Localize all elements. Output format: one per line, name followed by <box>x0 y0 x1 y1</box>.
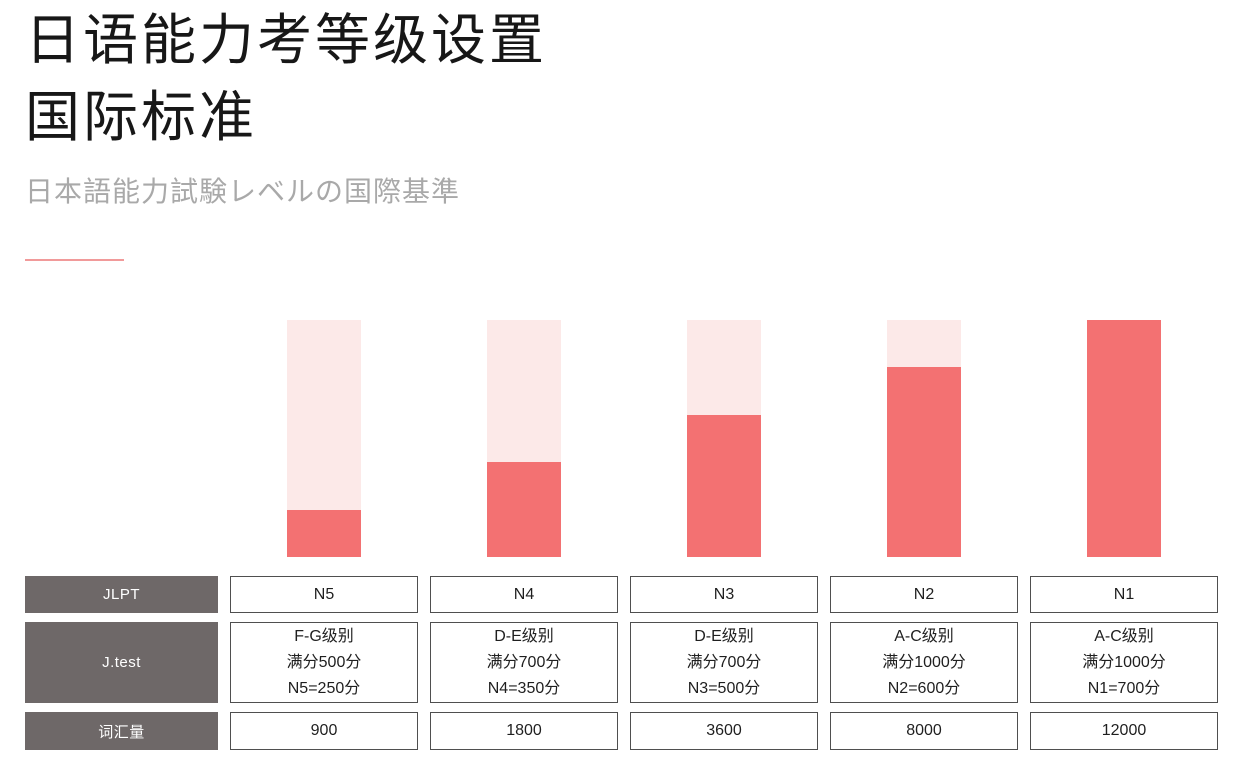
row-header-jtest: J.test <box>25 622 218 703</box>
bar-n5-fill <box>287 509 361 557</box>
bar-n4-fill <box>487 462 561 557</box>
vocab-cell-n2: 8000 <box>830 712 1018 750</box>
bar-n2-track <box>887 320 961 557</box>
jtest-grade: D-E级别 <box>694 627 754 645</box>
level-chart-and-table: JLPT N5 N4 N3 N2 N1 J.test F-G级别 满分500分 … <box>25 320 1218 750</box>
jtest-passscore: N2=600分 <box>887 679 961 697</box>
jtest-cell-n4: D-E级别 满分700分 N4=350分 <box>430 622 618 703</box>
jtest-grade: F-G级别 <box>294 627 354 645</box>
bar-n1-fill <box>1087 320 1161 557</box>
page-subtitle: 日本語能力試験レベルの国際基準 <box>25 176 461 207</box>
jtest-grade: D-E级别 <box>494 627 554 645</box>
jlpt-cell-n4: N4 <box>430 576 618 613</box>
jtest-cell-n5: F-G级别 满分500分 N5=250分 <box>230 622 418 703</box>
accent-divider <box>25 259 124 261</box>
bar-n3-fill <box>687 414 761 557</box>
jtest-cell-n1: A-C级别 满分1000分 N1=700分 <box>1030 622 1218 703</box>
chart-corner-spacer <box>25 320 218 567</box>
jtest-grade: A-C级别 <box>1094 627 1154 645</box>
bar-n4-track <box>487 320 561 557</box>
vocab-cell-n4: 1800 <box>430 712 618 750</box>
jtest-passscore: N4=350分 <box>487 679 561 697</box>
bar-n2-fill <box>887 367 961 557</box>
jlpt-cell-n5: N5 <box>230 576 418 613</box>
row-header-jlpt: JLPT <box>25 576 218 613</box>
page-header: 日语能力考等级设置 国际标准 日本語能力試験レベルの国際基準 <box>25 2 547 261</box>
jtest-fullscore: 满分700分 <box>686 653 762 671</box>
bar-cell-n5 <box>230 320 418 567</box>
jtest-grade: A-C级别 <box>894 627 954 645</box>
jtest-fullscore: 满分700分 <box>486 653 562 671</box>
bar-cell-n4 <box>430 320 618 567</box>
page-title-line2: 国际标准 <box>25 86 258 148</box>
bar-n3-track <box>687 320 761 557</box>
jtest-passscore: N5=250分 <box>287 679 361 697</box>
vocab-cell-n3: 3600 <box>630 712 818 750</box>
bar-cell-n3 <box>630 320 818 567</box>
jtest-cell-n3: D-E级别 满分700分 N3=500分 <box>630 622 818 703</box>
jlpt-cell-n1: N1 <box>1030 576 1218 613</box>
vocab-cell-n5: 900 <box>230 712 418 750</box>
vocab-cell-n1: 12000 <box>1030 712 1218 750</box>
jtest-fullscore: 满分1000分 <box>1082 653 1166 671</box>
jlpt-cell-n2: N2 <box>830 576 1018 613</box>
bar-cell-n1 <box>1030 320 1218 567</box>
jtest-cell-n2: A-C级别 满分1000分 N2=600分 <box>830 622 1018 703</box>
page-title-line1: 日语能力考等级设置 <box>25 9 548 71</box>
jtest-passscore: N1=700分 <box>1087 679 1161 697</box>
row-header-vocab: 词汇量 <box>25 712 218 750</box>
jtest-passscore: N3=500分 <box>687 679 761 697</box>
bar-n5-track <box>287 320 361 557</box>
jtest-fullscore: 满分500分 <box>286 653 362 671</box>
jlpt-cell-n3: N3 <box>630 576 818 613</box>
bar-cell-n2 <box>830 320 1018 567</box>
jtest-fullscore: 满分1000分 <box>882 653 966 671</box>
bar-n1-track <box>1087 320 1161 557</box>
